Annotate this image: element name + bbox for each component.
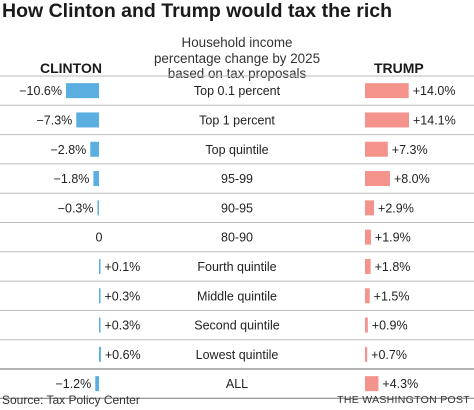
category-label: Second quintile (194, 319, 280, 333)
category-label: Lowest quintile (196, 348, 279, 362)
trump-bar (365, 258, 371, 274)
trump-bar (365, 112, 409, 128)
trump-bar (365, 171, 390, 187)
trump-bar (365, 288, 370, 304)
trump-column-header: TRUMP (374, 60, 424, 76)
trump-value-label: +0.7% (371, 348, 407, 362)
subtitle-line-2: percentage change by 2025 (153, 50, 321, 66)
clinton-value-label: −1.8% (54, 172, 90, 186)
clinton-value-label: 0 (96, 231, 103, 245)
clinton-bar (99, 288, 101, 304)
category-label: Fourth quintile (197, 260, 276, 274)
clinton-column-header: CLINTON (40, 60, 102, 76)
category-label: Top 1 percent (199, 113, 275, 127)
subtitle-line-1: Household income (181, 35, 293, 50)
clinton-value-label: +0.6% (105, 348, 141, 362)
trump-value-label: +7.3% (392, 143, 428, 157)
trump-bar (365, 346, 368, 362)
trump-bar (365, 141, 388, 157)
category-label: 95-99 (221, 172, 253, 186)
chart-subtitle: Household income percentage change by 20… (0, 35, 474, 82)
trump-value-label: +14.1% (413, 113, 456, 127)
trump-bar (365, 83, 409, 99)
chart-title: How Clinton and Trump would tax the rich (2, 0, 392, 22)
trump-bar (365, 200, 375, 216)
clinton-value-label: +0.3% (105, 319, 141, 333)
clinton-value-label: −1.2% (55, 377, 91, 391)
trump-value-label: +1.9% (375, 231, 411, 245)
category-label: ALL (226, 377, 248, 391)
trump-bar (365, 317, 368, 333)
category-label: Top quintile (205, 143, 268, 157)
clinton-bar (97, 200, 99, 216)
subtitle-line-3: based on tax proposals (167, 66, 307, 81)
trump-value-label: +1.8% (375, 260, 411, 274)
trump-value-label: +4.3% (382, 377, 418, 391)
clinton-value-label: +0.1% (105, 260, 141, 274)
clinton-value-label: +0.3% (105, 289, 141, 303)
category-label: Middle quintile (197, 289, 277, 303)
trump-value-label: +1.5% (374, 289, 410, 303)
clinton-bar (66, 83, 99, 99)
trump-value-label: +2.9% (378, 201, 414, 215)
category-label: Top 0.1 percent (194, 84, 281, 98)
trump-value-label: +0.9% (372, 319, 408, 333)
trump-value-label: +14.0% (413, 84, 456, 98)
clinton-bar (93, 171, 99, 187)
clinton-bar (99, 258, 101, 274)
clinton-bar (90, 141, 99, 157)
clinton-value-label: −7.3% (36, 113, 72, 127)
clinton-bar (99, 346, 101, 362)
clinton-value-label: −0.3% (58, 201, 94, 215)
trump-bar (365, 376, 379, 392)
clinton-bar (76, 112, 99, 128)
category-label: 90-95 (221, 201, 253, 215)
trump-value-label: +8.0% (394, 172, 430, 186)
clinton-value-label: −2.8% (50, 143, 86, 157)
category-label: 80-90 (221, 231, 253, 245)
publisher-credit: THE WASHINGTON POST (337, 394, 470, 406)
source-note: Source: Tax Policy Center (2, 393, 140, 407)
clinton-bar (95, 376, 99, 392)
trump-bar (365, 229, 371, 245)
clinton-bar (99, 317, 101, 333)
clinton-value-label: −10.6% (19, 84, 62, 98)
